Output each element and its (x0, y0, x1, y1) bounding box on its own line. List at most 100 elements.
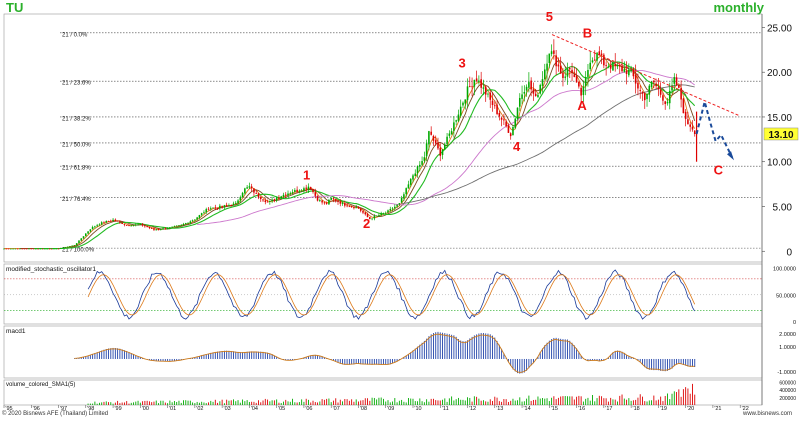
candle-body (630, 68, 632, 72)
candle-body (105, 221, 108, 223)
stochastic-y-tick: 50.0000 (776, 293, 796, 299)
candle-body (66, 246, 69, 248)
candle-body (337, 200, 339, 202)
candle-body (439, 147, 442, 156)
candle-body (225, 204, 228, 206)
fib-label-3: 21 / 50.0% (62, 142, 91, 148)
candle-body (46, 248, 48, 250)
candle-body (98, 224, 101, 226)
candle-body (253, 188, 255, 193)
fib-label-6: 21 / 100.0% (62, 248, 95, 254)
candle-body (319, 200, 321, 201)
x-tick-label: '07 (333, 406, 340, 412)
candle-body (10, 248, 12, 250)
candle-body (503, 119, 505, 121)
candle-body (237, 200, 239, 204)
candle-body (128, 225, 130, 227)
candle-body (350, 206, 353, 208)
candle-body (232, 203, 235, 206)
candle-body (171, 226, 173, 228)
candle-body (71, 245, 73, 247)
candle-body (348, 206, 351, 208)
trend-line (551, 34, 741, 117)
stochastic-y-tick: 0 (793, 320, 796, 326)
candle-body (532, 89, 535, 94)
candle-body (464, 99, 467, 104)
candle-body (505, 121, 507, 127)
x-tick-label: '00 (142, 406, 149, 412)
candle-body (334, 199, 337, 202)
y-tick-label: 20.00 (767, 68, 792, 79)
candle-body (641, 91, 644, 94)
candle-body (62, 247, 64, 249)
wave-label-1: 1 (303, 168, 310, 183)
candle-body (216, 207, 219, 209)
candle-body (493, 105, 496, 107)
candle-body (478, 80, 480, 82)
moving-average-ma_120 (197, 69, 695, 226)
candle-body (425, 143, 428, 157)
candle-body (546, 63, 548, 71)
candle-body (75, 243, 78, 246)
candle-body (646, 93, 648, 100)
candle-body (457, 114, 460, 122)
candle-body (78, 240, 80, 244)
candle-body (162, 228, 164, 230)
candle-body (257, 193, 260, 198)
candle-body (487, 93, 489, 95)
candle-body (130, 225, 133, 227)
candle-body (323, 202, 326, 204)
candle-body (300, 190, 303, 192)
candle-body (637, 82, 639, 89)
candle-body (373, 216, 376, 219)
wave-label-5: 5 (546, 9, 553, 24)
candle-body (239, 197, 242, 201)
candle-body (271, 199, 273, 202)
candle-body (516, 107, 519, 120)
candle-body (684, 111, 687, 119)
candle-body (309, 187, 312, 190)
candle-body (355, 207, 357, 209)
candle-body (541, 79, 544, 86)
candle-body (632, 69, 635, 77)
candle-body (430, 131, 432, 135)
candle-body (144, 225, 146, 227)
candle-body (48, 248, 51, 250)
candle-body (23, 248, 26, 250)
candle-body (234, 202, 237, 204)
candle-body (89, 229, 92, 232)
candle-body (444, 144, 446, 150)
candle-body (384, 212, 387, 214)
candle-body (184, 223, 187, 225)
candle-body (432, 135, 435, 141)
candle-body (600, 53, 603, 56)
y-tick-label: 15.00 (767, 113, 792, 124)
candle-body (250, 186, 253, 189)
candle-body (155, 229, 158, 231)
candle-body (278, 197, 280, 199)
candle-body (221, 206, 223, 207)
candle-body (655, 83, 657, 87)
candle-body (666, 101, 669, 104)
last-price-label: 13.10 (768, 130, 793, 141)
x-tick-label: '12 (469, 406, 476, 412)
candle-body (639, 90, 642, 91)
candle-body (228, 205, 230, 207)
candle-body (400, 197, 403, 203)
candle-body (219, 205, 221, 209)
candle-body (134, 224, 137, 226)
candle-body (280, 196, 283, 199)
x-tick-label: '15 (551, 406, 558, 412)
candle-body (689, 124, 691, 127)
candle-body (553, 50, 555, 54)
candle-body (141, 223, 144, 226)
candle-body (462, 102, 464, 106)
candle-body (455, 120, 457, 122)
y-tick-label: 0 (786, 247, 792, 258)
x-tick-label: '21 (714, 406, 721, 412)
candle-body (691, 126, 694, 130)
candle-body (648, 85, 651, 95)
candle-body (19, 248, 21, 250)
candle-body (678, 85, 680, 88)
x-tick-label: '06 (305, 406, 312, 412)
